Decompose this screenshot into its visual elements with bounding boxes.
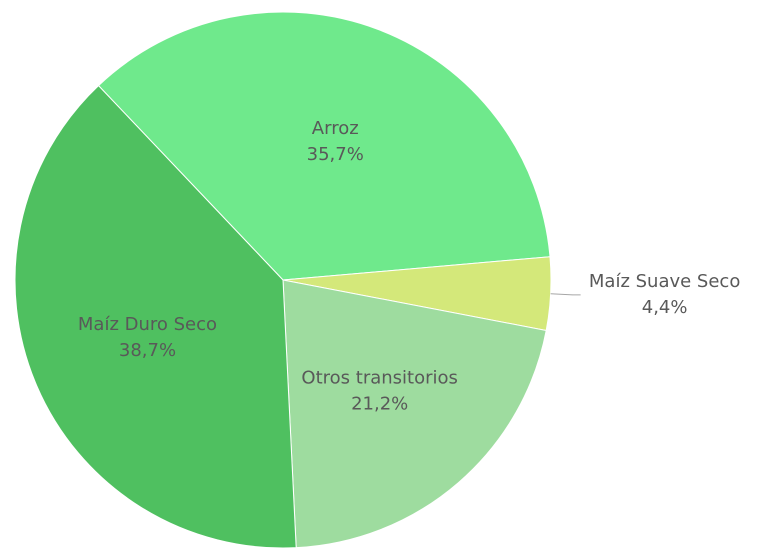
slice-label: Maíz Duro Seco xyxy=(78,314,217,335)
pie-slice xyxy=(282,279,547,548)
pie-slice xyxy=(14,84,297,548)
value-label: 38,7% xyxy=(119,340,176,361)
value-label: 21,2% xyxy=(351,393,408,414)
leader-line xyxy=(550,293,581,296)
value-label: 4,4% xyxy=(642,297,688,318)
slice-label: Arroz xyxy=(312,118,359,139)
value-label: 35,7% xyxy=(307,144,364,165)
pie-slice xyxy=(97,11,551,281)
slice-label: Otros transitorios xyxy=(301,367,457,388)
slice-label: Maíz Suave Seco xyxy=(589,271,740,292)
